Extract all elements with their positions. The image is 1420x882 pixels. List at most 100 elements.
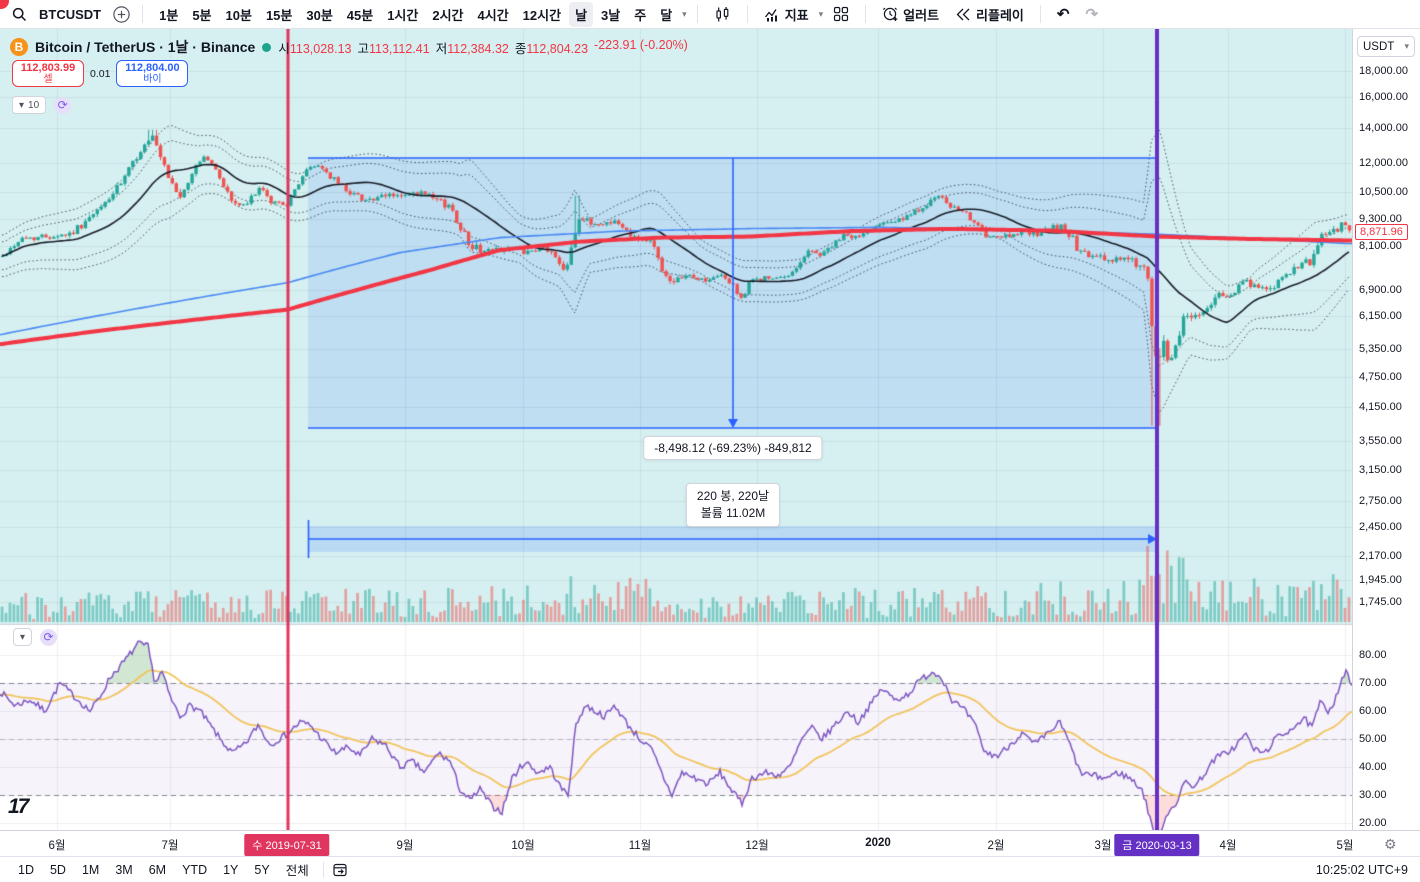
timeframe-button-2시간[interactable]: 2시간 bbox=[432, 7, 464, 23]
alert-button[interactable]: 얼러트 bbox=[876, 2, 945, 27]
timeframe-button-5분[interactable]: 5분 bbox=[192, 7, 212, 23]
range-button-6M[interactable]: 6M bbox=[148, 862, 167, 877]
measure-volume-line: 볼륨 11.02M bbox=[700, 506, 766, 520]
undo-icon[interactable]: ↶ bbox=[1056, 6, 1070, 23]
rsi-tick: 50.00 bbox=[1359, 733, 1387, 745]
tradingview-logo[interactable]: 17 bbox=[8, 795, 29, 818]
range-button-1D[interactable]: 1D bbox=[18, 862, 34, 877]
range-button-YTD[interactable]: YTD bbox=[182, 862, 208, 877]
sell-button[interactable]: 112,803.99 셀 bbox=[12, 60, 84, 87]
high-label: 고 bbox=[357, 41, 369, 56]
price-tick: 1,745.00 bbox=[1359, 596, 1402, 608]
toolbar-divider bbox=[322, 861, 324, 878]
low-value: 112,384.32 bbox=[447, 41, 509, 56]
price-axis[interactable]: USDT ▾ 18,000.00 16,000.00 14,000.00 12,000.… bbox=[1352, 29, 1420, 830]
bottom-toolbar: 1D 5D 1M 3M 6M YTD 1Y 5Y 전체 10:25:02 UTC+9 bbox=[0, 856, 1420, 882]
search-icon[interactable] bbox=[12, 7, 27, 22]
main-pane-collapse-button[interactable]: ▾ 10 bbox=[12, 96, 47, 114]
currency-dropdown[interactable]: USDT ▾ bbox=[1357, 36, 1415, 57]
price-tick: 9,300.00 bbox=[1359, 213, 1402, 225]
range-button-3M[interactable]: 3M bbox=[115, 862, 133, 877]
price-chart-canvas[interactable] bbox=[0, 29, 1352, 830]
main-pane-controls: ▾ 10 ⟳ bbox=[12, 96, 72, 114]
time-tick: 7월 bbox=[161, 840, 179, 852]
price-tick: 8,100.00 bbox=[1359, 240, 1402, 252]
market-status-dot bbox=[262, 42, 272, 52]
rsi-pane-controls: ▾ ⟳ bbox=[13, 628, 58, 646]
timeframe-button-4시간[interactable]: 4시간 bbox=[477, 7, 509, 23]
price-tick: 6,900.00 bbox=[1359, 284, 1402, 296]
goto-date-icon[interactable] bbox=[332, 862, 349, 878]
chevron-down-icon: ▾ bbox=[1404, 41, 1409, 51]
rsi-pane-sync-icon[interactable]: ⟳ bbox=[40, 628, 58, 646]
rsi-tick: 70.00 bbox=[1359, 677, 1387, 689]
time-tick: 2월 bbox=[987, 840, 1005, 852]
trade-panel: 112,803.99 셀 0.01 112,804.00 바이 bbox=[12, 60, 189, 87]
redo-icon[interactable]: ↷ bbox=[1085, 6, 1099, 23]
price-tick: 12,000.00 bbox=[1359, 157, 1408, 169]
price-tick: 1,945.00 bbox=[1359, 574, 1402, 586]
legend-title: Bitcoin / TetherUS · 1날 · Binance bbox=[35, 39, 256, 55]
timeframe-button-1분[interactable]: 1분 bbox=[159, 7, 179, 23]
last-price-label: 8,871.96 bbox=[1355, 224, 1408, 240]
price-tick: 6,150.00 bbox=[1359, 310, 1402, 322]
symbol-legend[interactable]: B Bitcoin / TetherUS · 1날 · Binance 시113… bbox=[10, 37, 688, 57]
indicators-icon bbox=[764, 8, 777, 21]
price-tick: 2,170.00 bbox=[1359, 550, 1402, 562]
time-tick: 10월 bbox=[511, 840, 535, 852]
layout-grid-icon[interactable] bbox=[827, 3, 855, 25]
symbol-button[interactable]: BTCUSDT bbox=[39, 6, 102, 22]
close-label: 종 bbox=[514, 41, 527, 56]
timeframe-group: 1분 5분 10분 15분 30분 45분 1시간 2시간 4시간 12시간 날 3날 주 달 bbox=[153, 1, 678, 27]
buy-button[interactable]: 112,804.00 바이 bbox=[116, 60, 189, 87]
low-label: 저 bbox=[435, 41, 448, 56]
bitcoin-icon: B bbox=[10, 38, 28, 56]
main-toolbar: BTCUSDT 1분 5분 10분 15분 30분 45분 1시간 2시간 4시간 12시간 날 3날… bbox=[0, 0, 1420, 29]
price-tick: 2,450.00 bbox=[1359, 521, 1402, 533]
range-button-5Y[interactable]: 5Y bbox=[254, 862, 270, 877]
clock-utc-label[interactable]: 10:25:02 UTC+9 bbox=[1315, 862, 1408, 877]
timeframe-button-3날[interactable]: 3날 bbox=[601, 7, 621, 23]
timeframe-button-45분[interactable]: 45분 bbox=[346, 7, 374, 23]
date-marker-badge[interactable]: 금 2020-03-13 bbox=[1114, 834, 1200, 856]
date-marker-badge[interactable]: 수 2019-07-31 bbox=[244, 834, 330, 856]
timeframe-button-1시간[interactable]: 1시간 bbox=[387, 7, 419, 23]
timeframe-button-30분[interactable]: 30분 bbox=[306, 7, 333, 23]
timeframe-button-10분[interactable]: 10분 bbox=[225, 7, 252, 23]
rsi-tick: 40.00 bbox=[1359, 761, 1387, 773]
rsi-pane-collapse-button[interactable]: ▾ bbox=[13, 628, 33, 646]
timeframe-chevron-down-icon[interactable]: ▾ bbox=[682, 8, 687, 19]
time-tick: 4월 bbox=[1219, 840, 1237, 852]
time-tick: 9월 bbox=[396, 840, 414, 852]
range-button-5D[interactable]: 5D bbox=[49, 862, 66, 877]
price-tick: 3,550.00 bbox=[1359, 435, 1402, 447]
timeframe-button-달[interactable]: 달 bbox=[660, 7, 673, 23]
indicators-button[interactable]: 지표 bbox=[758, 2, 815, 27]
indicators-chevron-down-icon[interactable]: ▾ bbox=[818, 8, 824, 19]
price-tick: 10,500.00 bbox=[1359, 186, 1408, 198]
timeframe-button-15분[interactable]: 15분 bbox=[265, 7, 293, 23]
axis-settings-gear-icon[interactable]: ⚙ bbox=[1384, 836, 1397, 852]
time-axis[interactable]: 6월 7월 9월 10월 11월 12월 2020 2월 3월 4월 5월 수 2019-07-31… bbox=[0, 830, 1420, 856]
range-button-1Y[interactable]: 1Y bbox=[223, 862, 239, 877]
measure-range-label: 220 봉, 220날 볼륨 11.02M bbox=[685, 483, 781, 527]
range-button-전체[interactable]: 전체 bbox=[285, 864, 309, 878]
timeframe-button-주[interactable]: 주 bbox=[634, 7, 647, 23]
price-tick: 16,000.00 bbox=[1359, 91, 1408, 103]
compare-add-icon[interactable] bbox=[113, 5, 130, 23]
timeframe-button-12시간[interactable]: 12시간 bbox=[522, 7, 562, 23]
main-pane-sync-icon[interactable]: ⟳ bbox=[54, 96, 72, 114]
timeframe-button-날[interactable]: 날 bbox=[569, 1, 594, 27]
replay-button[interactable]: 리플레이 bbox=[949, 2, 1030, 27]
range-button-1M[interactable]: 1M bbox=[81, 862, 100, 877]
chevron-down-icon: ▾ bbox=[20, 631, 26, 643]
change-value: -223.91 (-0.20%) bbox=[594, 37, 688, 52]
ohlc-values: 시113,028.13 고113,112.41 저112,384.32 종112… bbox=[278, 38, 688, 57]
price-tick: 14,000.00 bbox=[1359, 122, 1408, 134]
chart-type-candles-icon[interactable] bbox=[708, 3, 737, 26]
time-tick: 5월 bbox=[1336, 840, 1354, 852]
rsi-tick: 60.00 bbox=[1359, 705, 1387, 717]
open-value: 113,028.13 bbox=[289, 41, 352, 56]
close-value: 112,804.23 bbox=[526, 41, 589, 56]
